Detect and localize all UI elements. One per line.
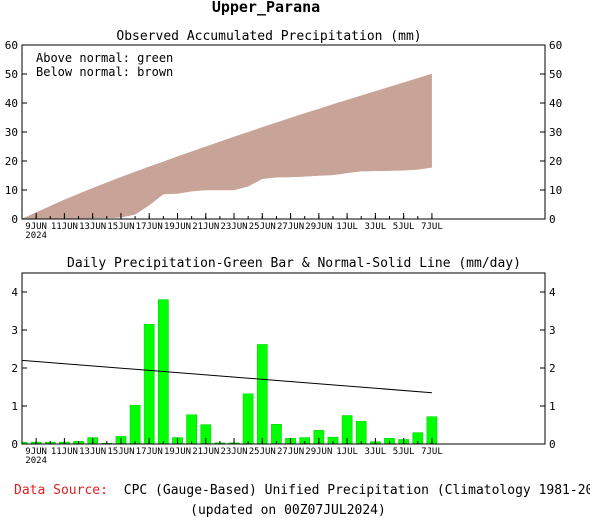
daily-ytick-left-label: 3 bbox=[11, 324, 18, 337]
daily-ytick-right-label: 4 bbox=[549, 286, 556, 299]
daily-xtick-label: 17JUN bbox=[136, 447, 163, 457]
acc-ytick-right-label: 60 bbox=[549, 39, 562, 52]
daily-ytick-right-label: 3 bbox=[549, 324, 556, 337]
daily-xtick-label: 21JUN bbox=[192, 447, 219, 457]
daily-xtick-label: 15JUN bbox=[107, 447, 134, 457]
acc-ytick-right-label: 30 bbox=[549, 126, 562, 139]
daily-ytick-left-label: 2 bbox=[11, 362, 18, 375]
accumulated-panel: Observed Accumulated Precipitation (mm) … bbox=[5, 29, 563, 241]
daily-xtick-label: 27JUN bbox=[277, 447, 304, 457]
page-title: Upper_Parana bbox=[212, 0, 320, 16]
acc-xtick-label: 21JUN bbox=[192, 222, 219, 232]
acc-xtick-label: 25JUN bbox=[249, 222, 276, 232]
acc-xtick-label: 19JUN bbox=[164, 222, 191, 232]
daily-ytick-left-label: 4 bbox=[11, 286, 18, 299]
daily-precip-bar bbox=[355, 420, 367, 445]
data-source-text: CPC (Gauge-Based) Unified Precipitation … bbox=[124, 483, 590, 498]
acc-xtick-label: 15JUN bbox=[107, 222, 134, 232]
daily-ytick-right-label: 2 bbox=[549, 362, 556, 375]
daily-ytick-left-label: 1 bbox=[11, 400, 18, 413]
accumulated-chart-title: Observed Accumulated Precipitation (mm) bbox=[116, 29, 421, 44]
updated-text: (updated on 00Z07JUL2024) bbox=[190, 503, 386, 518]
acc-xtick-label: 7JUL bbox=[421, 222, 443, 232]
daily-xtick-label: 5JUL bbox=[393, 447, 415, 457]
acc-ytick-left-label: 10 bbox=[5, 184, 18, 197]
acc-xtick-label: 1JUL bbox=[336, 222, 358, 232]
acc-xtick-label: 5JUL bbox=[393, 222, 415, 232]
daily-xtick-label: 25JUN bbox=[249, 447, 276, 457]
acc-ytick-right-label: 40 bbox=[549, 97, 562, 110]
daily-precip-bar bbox=[129, 404, 141, 445]
daily-xtick-year-label: 2024 bbox=[25, 456, 47, 466]
daily-xtick-label: 11JUN bbox=[51, 447, 78, 457]
acc-ytick-left-label: 50 bbox=[5, 68, 18, 81]
acc-ytick-left-label: 60 bbox=[5, 39, 18, 52]
acc-ytick-right-label: 50 bbox=[549, 68, 562, 81]
acc-xtick-year-label: 2024 bbox=[25, 231, 47, 241]
daily-ytick-left-label: 0 bbox=[11, 438, 18, 451]
daily-ytick-right-label: 1 bbox=[549, 400, 556, 413]
acc-ytick-right-label: 20 bbox=[549, 155, 562, 168]
daily-xtick-label: 7JUL bbox=[421, 447, 443, 457]
normal-accumulated-line bbox=[21, 73, 432, 220]
acc-xtick-label: 17JUN bbox=[136, 222, 163, 232]
daily-precip-bar bbox=[186, 414, 197, 445]
acc-xtick-label: 29JUN bbox=[305, 222, 332, 232]
acc-ytick-left-label: 40 bbox=[5, 97, 18, 110]
observed-accumulated-line bbox=[21, 167, 432, 220]
acc-xtick-label: 13JUN bbox=[79, 222, 106, 232]
daily-xtick-label: 13JUN bbox=[79, 447, 106, 457]
daily-precip-bar bbox=[256, 344, 268, 445]
below-normal-area bbox=[22, 74, 432, 219]
daily-frame bbox=[21, 272, 546, 445]
acc-ytick-left-label: 20 bbox=[5, 155, 18, 168]
daily-xtick-label: 23JUN bbox=[220, 447, 247, 457]
daily-precip-bar bbox=[143, 324, 155, 445]
acc-xtick-label: 3JUL bbox=[365, 222, 387, 232]
acc-xtick-label: 9JUN bbox=[25, 222, 47, 232]
daily-ytick-right-label: 0 bbox=[549, 438, 556, 451]
acc-ytick-right-label: 10 bbox=[549, 184, 562, 197]
normal-daily-line bbox=[21, 359, 432, 394]
acc-ytick-left-label: 0 bbox=[11, 213, 18, 226]
legend-above-normal: Above normal: green bbox=[36, 51, 173, 65]
data-source-label: Data Source: bbox=[14, 483, 108, 498]
daily-xtick-label: 3JUL bbox=[365, 447, 387, 457]
daily-panel: Daily Precipitation-Green Bar & Normal-S… bbox=[11, 256, 556, 466]
acc-ytick-right-label: 0 bbox=[549, 213, 556, 226]
acc-xtick-label: 11JUN bbox=[51, 222, 78, 232]
daily-chart-title: Daily Precipitation-Green Bar & Normal-S… bbox=[67, 256, 521, 271]
daily-xtick-label: 29JUN bbox=[305, 447, 332, 457]
daily-xtick-label: 1JUL bbox=[336, 447, 358, 457]
acc-xtick-label: 23JUN bbox=[220, 222, 247, 232]
data-source-line: Data Source: CPC (Gauge-Based) Unified P… bbox=[14, 483, 590, 498]
acc-ytick-left-label: 30 bbox=[5, 126, 18, 139]
daily-precip-bar bbox=[242, 393, 254, 445]
daily-xtick-label: 9JUN bbox=[25, 447, 47, 457]
acc-xtick-label: 27JUN bbox=[277, 222, 304, 232]
legend-below-normal: Below normal: brown bbox=[36, 65, 173, 79]
daily-xtick-label: 19JUN bbox=[164, 447, 191, 457]
